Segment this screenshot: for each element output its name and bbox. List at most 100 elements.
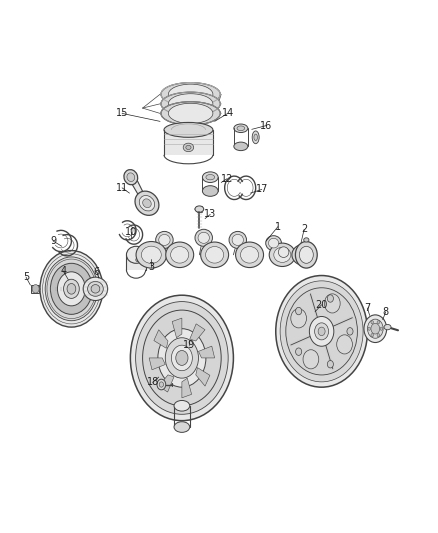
- Ellipse shape: [325, 294, 340, 313]
- Ellipse shape: [269, 243, 295, 266]
- Ellipse shape: [143, 199, 151, 208]
- Ellipse shape: [40, 251, 103, 327]
- Ellipse shape: [143, 310, 221, 406]
- Ellipse shape: [186, 146, 191, 150]
- Ellipse shape: [299, 246, 313, 263]
- Ellipse shape: [139, 196, 155, 211]
- Ellipse shape: [32, 285, 39, 293]
- Ellipse shape: [364, 315, 387, 343]
- Ellipse shape: [347, 328, 353, 335]
- Ellipse shape: [91, 285, 100, 293]
- Polygon shape: [149, 358, 165, 370]
- Polygon shape: [159, 375, 174, 392]
- Text: 13: 13: [204, 209, 216, 220]
- Ellipse shape: [371, 334, 374, 337]
- Ellipse shape: [195, 229, 212, 246]
- Text: 16: 16: [260, 120, 272, 131]
- Polygon shape: [128, 174, 148, 206]
- Ellipse shape: [229, 231, 247, 248]
- Ellipse shape: [296, 348, 302, 356]
- Ellipse shape: [252, 131, 259, 144]
- Ellipse shape: [237, 126, 245, 131]
- Ellipse shape: [159, 382, 163, 387]
- Ellipse shape: [279, 247, 289, 257]
- Ellipse shape: [266, 236, 282, 251]
- Polygon shape: [172, 318, 182, 338]
- Ellipse shape: [164, 123, 213, 138]
- Ellipse shape: [296, 308, 302, 315]
- Ellipse shape: [176, 351, 188, 366]
- Text: 6: 6: [94, 267, 100, 277]
- Text: 8: 8: [383, 306, 389, 317]
- Polygon shape: [198, 346, 215, 358]
- Ellipse shape: [171, 345, 192, 370]
- Text: 4: 4: [60, 266, 66, 276]
- Ellipse shape: [292, 244, 316, 265]
- Ellipse shape: [202, 185, 218, 196]
- Ellipse shape: [327, 295, 333, 302]
- Ellipse shape: [195, 206, 204, 212]
- Ellipse shape: [165, 338, 198, 378]
- Ellipse shape: [291, 309, 307, 328]
- Ellipse shape: [124, 169, 138, 185]
- Text: 10: 10: [125, 227, 137, 237]
- Polygon shape: [31, 285, 39, 293]
- Ellipse shape: [304, 238, 309, 242]
- Ellipse shape: [268, 238, 279, 248]
- Polygon shape: [127, 255, 146, 270]
- Ellipse shape: [136, 241, 166, 268]
- Text: 1: 1: [275, 222, 281, 232]
- Text: 11: 11: [116, 183, 128, 193]
- Text: 9: 9: [50, 236, 56, 246]
- Ellipse shape: [155, 231, 173, 248]
- Ellipse shape: [276, 276, 367, 387]
- Ellipse shape: [337, 335, 353, 354]
- Ellipse shape: [57, 272, 85, 306]
- Ellipse shape: [254, 134, 258, 141]
- Ellipse shape: [136, 302, 228, 414]
- Text: 18: 18: [146, 377, 159, 387]
- Text: 15: 15: [116, 108, 128, 118]
- Ellipse shape: [232, 235, 244, 246]
- Ellipse shape: [127, 173, 135, 182]
- Ellipse shape: [296, 248, 312, 262]
- Ellipse shape: [205, 246, 224, 263]
- Ellipse shape: [367, 319, 383, 338]
- Ellipse shape: [161, 102, 220, 125]
- Ellipse shape: [158, 329, 206, 387]
- Text: 7: 7: [364, 303, 371, 313]
- Ellipse shape: [141, 246, 161, 263]
- Ellipse shape: [127, 246, 146, 263]
- Ellipse shape: [274, 247, 291, 262]
- Text: 14: 14: [222, 108, 234, 118]
- Ellipse shape: [136, 256, 141, 262]
- Ellipse shape: [135, 191, 159, 215]
- Ellipse shape: [161, 83, 220, 106]
- Ellipse shape: [384, 325, 391, 330]
- Text: 5: 5: [23, 272, 29, 282]
- Ellipse shape: [377, 321, 380, 324]
- Text: 2: 2: [301, 224, 307, 235]
- Ellipse shape: [368, 327, 371, 330]
- Ellipse shape: [83, 277, 108, 301]
- Polygon shape: [196, 368, 210, 386]
- Ellipse shape: [64, 279, 79, 298]
- Ellipse shape: [168, 103, 213, 124]
- Ellipse shape: [168, 84, 213, 104]
- Ellipse shape: [45, 257, 98, 321]
- Ellipse shape: [303, 350, 319, 369]
- Text: 3: 3: [148, 262, 154, 271]
- Ellipse shape: [314, 323, 328, 340]
- Ellipse shape: [157, 379, 166, 390]
- Ellipse shape: [168, 94, 213, 114]
- Ellipse shape: [206, 174, 215, 180]
- Ellipse shape: [240, 246, 259, 263]
- Ellipse shape: [202, 172, 218, 182]
- Ellipse shape: [286, 288, 357, 375]
- Ellipse shape: [371, 321, 374, 324]
- Ellipse shape: [174, 400, 190, 411]
- Ellipse shape: [280, 281, 363, 382]
- Ellipse shape: [371, 324, 380, 334]
- Polygon shape: [182, 378, 191, 398]
- Ellipse shape: [380, 327, 383, 330]
